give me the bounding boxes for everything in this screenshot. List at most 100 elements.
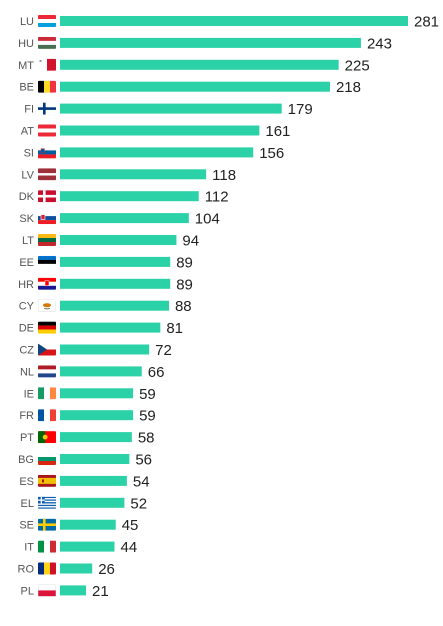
value-label: 118 [212, 167, 236, 184]
flag-at-icon [38, 124, 56, 137]
flag-lu-icon [38, 15, 56, 27]
bar-row-ie: IE 59 [24, 386, 156, 403]
flag-be-icon [38, 80, 56, 93]
bar-row-at: AT 161 [21, 123, 291, 140]
category-label: RO [18, 564, 35, 576]
bar-row-pt: PT 58 [20, 430, 155, 447]
value-label: 218 [336, 79, 361, 96]
bar [60, 519, 116, 530]
bar [60, 16, 408, 26]
flag-ee-icon [38, 255, 56, 268]
flag-mt-icon [38, 58, 56, 71]
bar [60, 432, 132, 443]
category-label: PL [21, 585, 34, 597]
bar [60, 81, 330, 92]
flag-hu-icon [38, 36, 56, 49]
value-label: 59 [139, 386, 156, 403]
bar-row-fr: FR 59 [19, 408, 155, 425]
bar [60, 366, 142, 377]
bar [60, 147, 254, 158]
bar-row-hu: HU 243 [18, 35, 392, 52]
flag-bg-icon [38, 453, 56, 465]
category-label: FR [19, 410, 34, 422]
bar-row-si: SI 156 [24, 145, 285, 162]
flag-dk-icon [38, 190, 56, 203]
flag-es-icon [38, 474, 56, 487]
bar [60, 256, 171, 267]
flag-lv-icon [38, 168, 56, 181]
bar [60, 213, 189, 224]
category-label: LU [20, 16, 34, 28]
category-label: BE [19, 82, 34, 94]
category-label: CY [19, 301, 35, 313]
bar-row-mt: MT 225 [18, 57, 370, 74]
bar-row-ro: RO 26 [18, 561, 115, 578]
category-label: DK [19, 191, 35, 203]
flag-cz-icon [38, 343, 56, 356]
value-label: 89 [176, 276, 193, 293]
bar [60, 585, 87, 596]
category-label: BG [18, 454, 34, 466]
category-label: LT [22, 235, 34, 247]
category-label: FI [24, 104, 34, 116]
category-label: PT [20, 432, 34, 444]
bar [60, 322, 161, 333]
bar-row-be: BE 218 [19, 79, 361, 96]
bar-row-hr: HR 89 [18, 276, 193, 293]
flag-pt-icon [38, 431, 56, 444]
bar [60, 541, 115, 552]
category-label: DE [19, 323, 34, 335]
value-label: 21 [92, 583, 109, 600]
flag-si-icon [38, 146, 56, 159]
category-label: HU [18, 38, 34, 50]
category-label: CZ [19, 345, 34, 357]
value-label: 88 [175, 298, 192, 315]
category-label: LV [21, 169, 34, 181]
bar [60, 454, 130, 464]
bar-row-dk: DK 112 [19, 189, 229, 206]
flag-fr-icon [38, 409, 56, 422]
bar-row-el: EL 52 [21, 495, 148, 512]
category-label: MT [18, 60, 34, 72]
bar-row-fi: FI 179 [24, 101, 312, 118]
value-label: 225 [345, 57, 370, 74]
bar-row-nl: NL 66 [20, 364, 164, 381]
bar-row-de: DE 81 [19, 320, 183, 337]
flag-cy-icon [38, 299, 56, 312]
category-label: HR [18, 279, 34, 291]
bar [60, 563, 93, 574]
value-label: 94 [182, 233, 199, 250]
bar-row-se: SE 45 [19, 517, 138, 534]
bar-row-pl: PL 21 [21, 583, 109, 600]
value-label: 72 [155, 342, 172, 359]
bar [60, 300, 169, 311]
flag-fi-icon [38, 102, 56, 115]
bar [60, 388, 134, 399]
value-label: 156 [259, 145, 284, 162]
value-label: 243 [367, 35, 392, 52]
category-label: SK [19, 213, 34, 225]
value-label: 54 [133, 473, 150, 490]
value-label: 66 [148, 364, 165, 381]
value-label: 81 [166, 320, 183, 337]
bar-row-es: ES 54 [19, 473, 149, 490]
value-label: 112 [205, 189, 229, 206]
bar-row-bg: BG 56 [18, 452, 152, 469]
category-label: IT [24, 542, 34, 554]
bar-row-lu: LU 281 [20, 14, 439, 31]
value-label: 26 [98, 561, 115, 578]
category-label: EL [21, 498, 34, 510]
value-label: 44 [120, 539, 137, 556]
flag-ro-icon [38, 562, 56, 575]
bar-row-it: IT 44 [24, 539, 137, 556]
bar [60, 169, 207, 180]
bar-row-lt: LT 94 [22, 233, 199, 250]
value-label: 52 [130, 495, 147, 512]
category-label: IE [24, 388, 34, 400]
value-label: 281 [414, 14, 439, 31]
category-label: AT [21, 126, 35, 138]
bar [60, 475, 127, 486]
flag-de-icon [38, 321, 56, 334]
bar [60, 191, 199, 202]
